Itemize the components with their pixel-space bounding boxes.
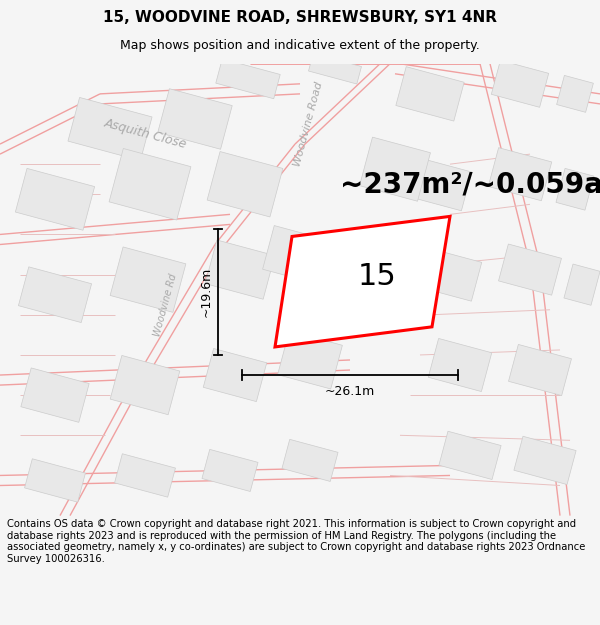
Polygon shape — [109, 149, 191, 220]
Polygon shape — [216, 59, 280, 99]
Polygon shape — [396, 67, 464, 121]
Polygon shape — [408, 158, 472, 211]
Text: ~26.1m: ~26.1m — [325, 384, 375, 398]
Polygon shape — [275, 216, 450, 347]
Polygon shape — [514, 436, 576, 484]
Polygon shape — [110, 356, 180, 415]
Text: Woodvine Road: Woodvine Road — [292, 81, 324, 168]
Polygon shape — [205, 240, 275, 299]
Polygon shape — [68, 98, 152, 161]
Polygon shape — [564, 264, 600, 305]
Polygon shape — [278, 331, 343, 389]
Polygon shape — [282, 439, 338, 481]
Polygon shape — [308, 54, 361, 84]
Polygon shape — [509, 344, 571, 396]
Polygon shape — [439, 431, 501, 479]
Polygon shape — [25, 459, 85, 502]
Polygon shape — [202, 449, 258, 491]
Text: Woodvine Rd: Woodvine Rd — [152, 272, 178, 338]
Polygon shape — [115, 454, 175, 497]
Polygon shape — [19, 267, 92, 322]
Polygon shape — [110, 247, 186, 312]
Text: Contains OS data © Crown copyright and database right 2021. This information is : Contains OS data © Crown copyright and d… — [7, 519, 586, 564]
Polygon shape — [158, 89, 232, 149]
Polygon shape — [203, 349, 267, 402]
Polygon shape — [418, 248, 482, 301]
Polygon shape — [207, 151, 283, 217]
Polygon shape — [16, 168, 95, 230]
Polygon shape — [359, 137, 430, 201]
Polygon shape — [358, 246, 422, 304]
Polygon shape — [263, 226, 328, 284]
Text: 15, WOODVINE ROAD, SHREWSBURY, SY1 4NR: 15, WOODVINE ROAD, SHREWSBURY, SY1 4NR — [103, 11, 497, 26]
Polygon shape — [557, 76, 593, 112]
Polygon shape — [491, 61, 548, 108]
Text: ~237m²/~0.059ac.: ~237m²/~0.059ac. — [340, 170, 600, 198]
Polygon shape — [428, 339, 492, 391]
Text: 15: 15 — [358, 262, 397, 291]
Polygon shape — [21, 368, 89, 423]
Text: ~19.6m: ~19.6m — [199, 267, 212, 318]
Polygon shape — [499, 244, 562, 295]
Text: Asquith Close: Asquith Close — [102, 117, 188, 151]
Polygon shape — [488, 148, 552, 201]
Polygon shape — [556, 168, 594, 210]
Text: Map shows position and indicative extent of the property.: Map shows position and indicative extent… — [120, 39, 480, 52]
